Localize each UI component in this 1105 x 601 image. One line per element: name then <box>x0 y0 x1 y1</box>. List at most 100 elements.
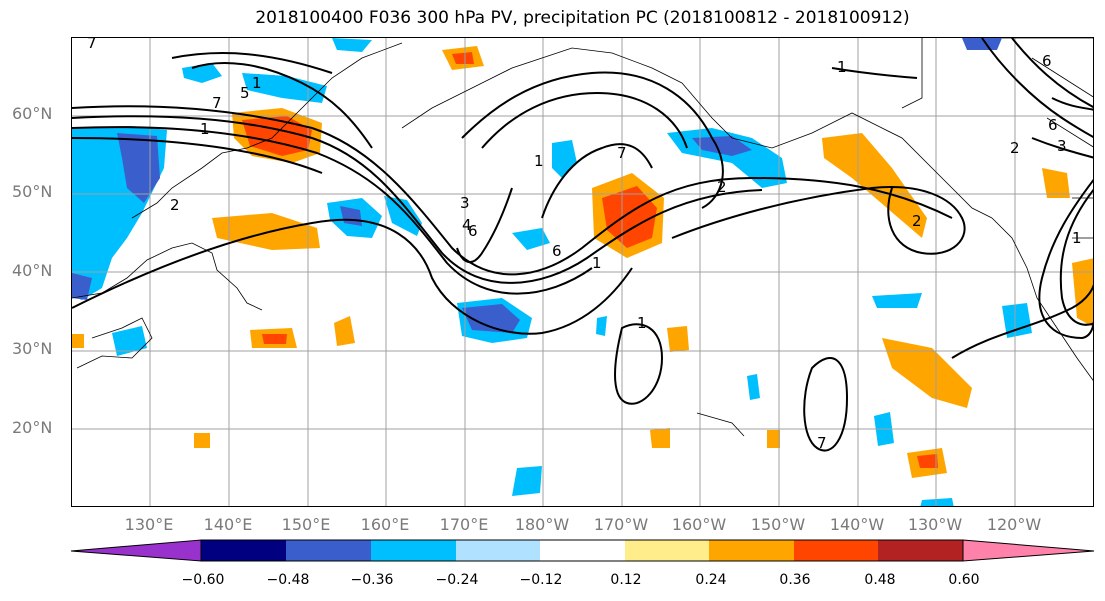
precip-blob <box>602 186 657 248</box>
precip-blob <box>117 133 160 203</box>
precip-blob <box>1002 303 1032 338</box>
precip-blob <box>452 52 474 64</box>
lat-label-40n: 40°N <box>12 261 53 280</box>
precip-blob <box>1072 258 1093 327</box>
precip-blob <box>747 374 760 400</box>
contour-label: 2 <box>717 178 727 196</box>
colorbar-tick: 0.24 <box>695 572 727 588</box>
lon-label-170w: 170°W <box>593 515 649 534</box>
colorbar-segment <box>794 540 878 561</box>
contour-label: 4 <box>462 216 472 234</box>
lat-label-20n: 20°N <box>12 418 53 437</box>
contour-label: 3 <box>460 194 470 212</box>
colorbar-extend-high <box>962 539 1095 562</box>
precip-blob <box>512 228 550 250</box>
precip-blob <box>920 498 954 506</box>
colorbar-outline <box>200 539 964 562</box>
colorbar-segment <box>625 540 709 561</box>
lon-label-170e: 170°E <box>439 515 489 534</box>
precip-blob <box>767 430 780 448</box>
lon-label-150w: 150°W <box>750 515 806 534</box>
precip-blob <box>72 334 84 348</box>
precip-blob <box>1042 168 1070 198</box>
colorbar-tick: 0.36 <box>779 572 811 588</box>
precip-blob <box>332 38 372 52</box>
precip-blob <box>334 316 355 346</box>
colorbar-tick: −0.24 <box>435 572 479 588</box>
lat-label-30n: 30°N <box>12 339 53 358</box>
contour-label: 7 <box>617 144 627 162</box>
contour-label: 1 <box>637 314 647 332</box>
precip-blob <box>512 466 542 496</box>
colorbar-segment <box>709 540 794 561</box>
colorbar-tick: −0.36 <box>350 572 394 588</box>
precip-blob <box>692 136 752 156</box>
map-canvas: 1 1 2 3 4 5 6 7 1 2 6 1 2 7 1 6 1 7 2 6 … <box>72 38 1093 506</box>
precip-blob <box>962 38 1002 50</box>
colorbar-segment <box>286 540 371 561</box>
colorbar-segment <box>540 540 625 561</box>
colorbar-tick: −0.48 <box>266 572 310 588</box>
lon-label-160w: 160°W <box>671 515 727 534</box>
colorbar-canvas <box>70 539 1095 562</box>
colorbar <box>0 538 1105 568</box>
precip-blob <box>650 428 670 448</box>
lon-label-140w: 140°W <box>829 515 885 534</box>
contour-label: 2 <box>912 212 922 230</box>
lon-label-130e: 130°E <box>124 515 174 534</box>
lon-label-140e: 140°E <box>203 515 253 534</box>
lat-label-60n: 60°N <box>12 104 53 123</box>
precip-blob <box>242 73 327 103</box>
contour-label: 2 <box>1010 139 1020 157</box>
colorbar-tick: 0.60 <box>948 572 980 588</box>
colorbar-segment <box>878 540 963 561</box>
precip-blob <box>112 326 147 356</box>
lat-lon-grid <box>72 38 1093 506</box>
precip-blob <box>384 196 422 236</box>
colorbar-segment <box>201 540 286 561</box>
contour-label: 6 <box>552 242 562 260</box>
precip-negative-shading <box>72 38 1032 506</box>
lon-label-150e: 150°E <box>281 515 331 534</box>
precip-blob <box>917 454 938 468</box>
precip-blob <box>462 304 520 333</box>
contour-label: 1 <box>1072 229 1082 247</box>
contour-label: 1 <box>252 74 262 92</box>
precip-blob <box>552 140 577 178</box>
precip-blob <box>882 338 972 408</box>
contour-label: 2 <box>170 196 180 214</box>
lat-label-50n: 50°N <box>12 182 53 201</box>
lon-label-160e: 160°E <box>360 515 410 534</box>
map-title: 2018100400 F036 300 hPa PV, precipitatio… <box>255 8 910 28</box>
precip-blob <box>596 316 607 336</box>
contour-label: 1 <box>200 120 210 138</box>
contour-label-group: 1 1 2 3 4 5 6 7 1 2 6 1 2 7 1 6 1 7 2 6 … <box>87 38 1082 452</box>
lon-label-120w: 120°W <box>986 515 1042 534</box>
contour-label: 7 <box>87 38 97 52</box>
contour-label: 5 <box>240 84 250 102</box>
colorbar-tick: 0.12 <box>610 572 642 588</box>
colorbar-tick: 0.48 <box>864 572 896 588</box>
precip-blob <box>262 334 287 344</box>
contour-label: 7 <box>212 94 222 112</box>
colorbar-extend-low <box>70 539 202 562</box>
map-panel: 1 1 2 3 4 5 6 7 1 2 6 1 2 7 1 6 1 7 2 6 … <box>71 37 1094 507</box>
colorbar-tick: −0.12 <box>519 572 563 588</box>
contour-label: 7 <box>817 434 827 452</box>
precip-blob <box>667 326 689 352</box>
lon-label-130w: 130°W <box>907 515 963 534</box>
contour-label: 1 <box>534 152 544 170</box>
contour-label: 3 <box>1057 137 1067 155</box>
lon-label-180w: 180°W <box>514 515 570 534</box>
contour-label: 6 <box>468 222 478 240</box>
colorbar-segment <box>456 540 540 561</box>
precip-positive-shading <box>72 46 1093 478</box>
contour-label: 1 <box>592 254 602 272</box>
precip-blob <box>72 273 92 300</box>
colorbar-segment <box>371 540 456 561</box>
precip-blob <box>822 133 927 238</box>
contour-label: 6 <box>1042 52 1052 70</box>
coastlines <box>72 38 1093 437</box>
pv-contours <box>72 38 1093 452</box>
contour-label: 1 <box>837 58 847 76</box>
